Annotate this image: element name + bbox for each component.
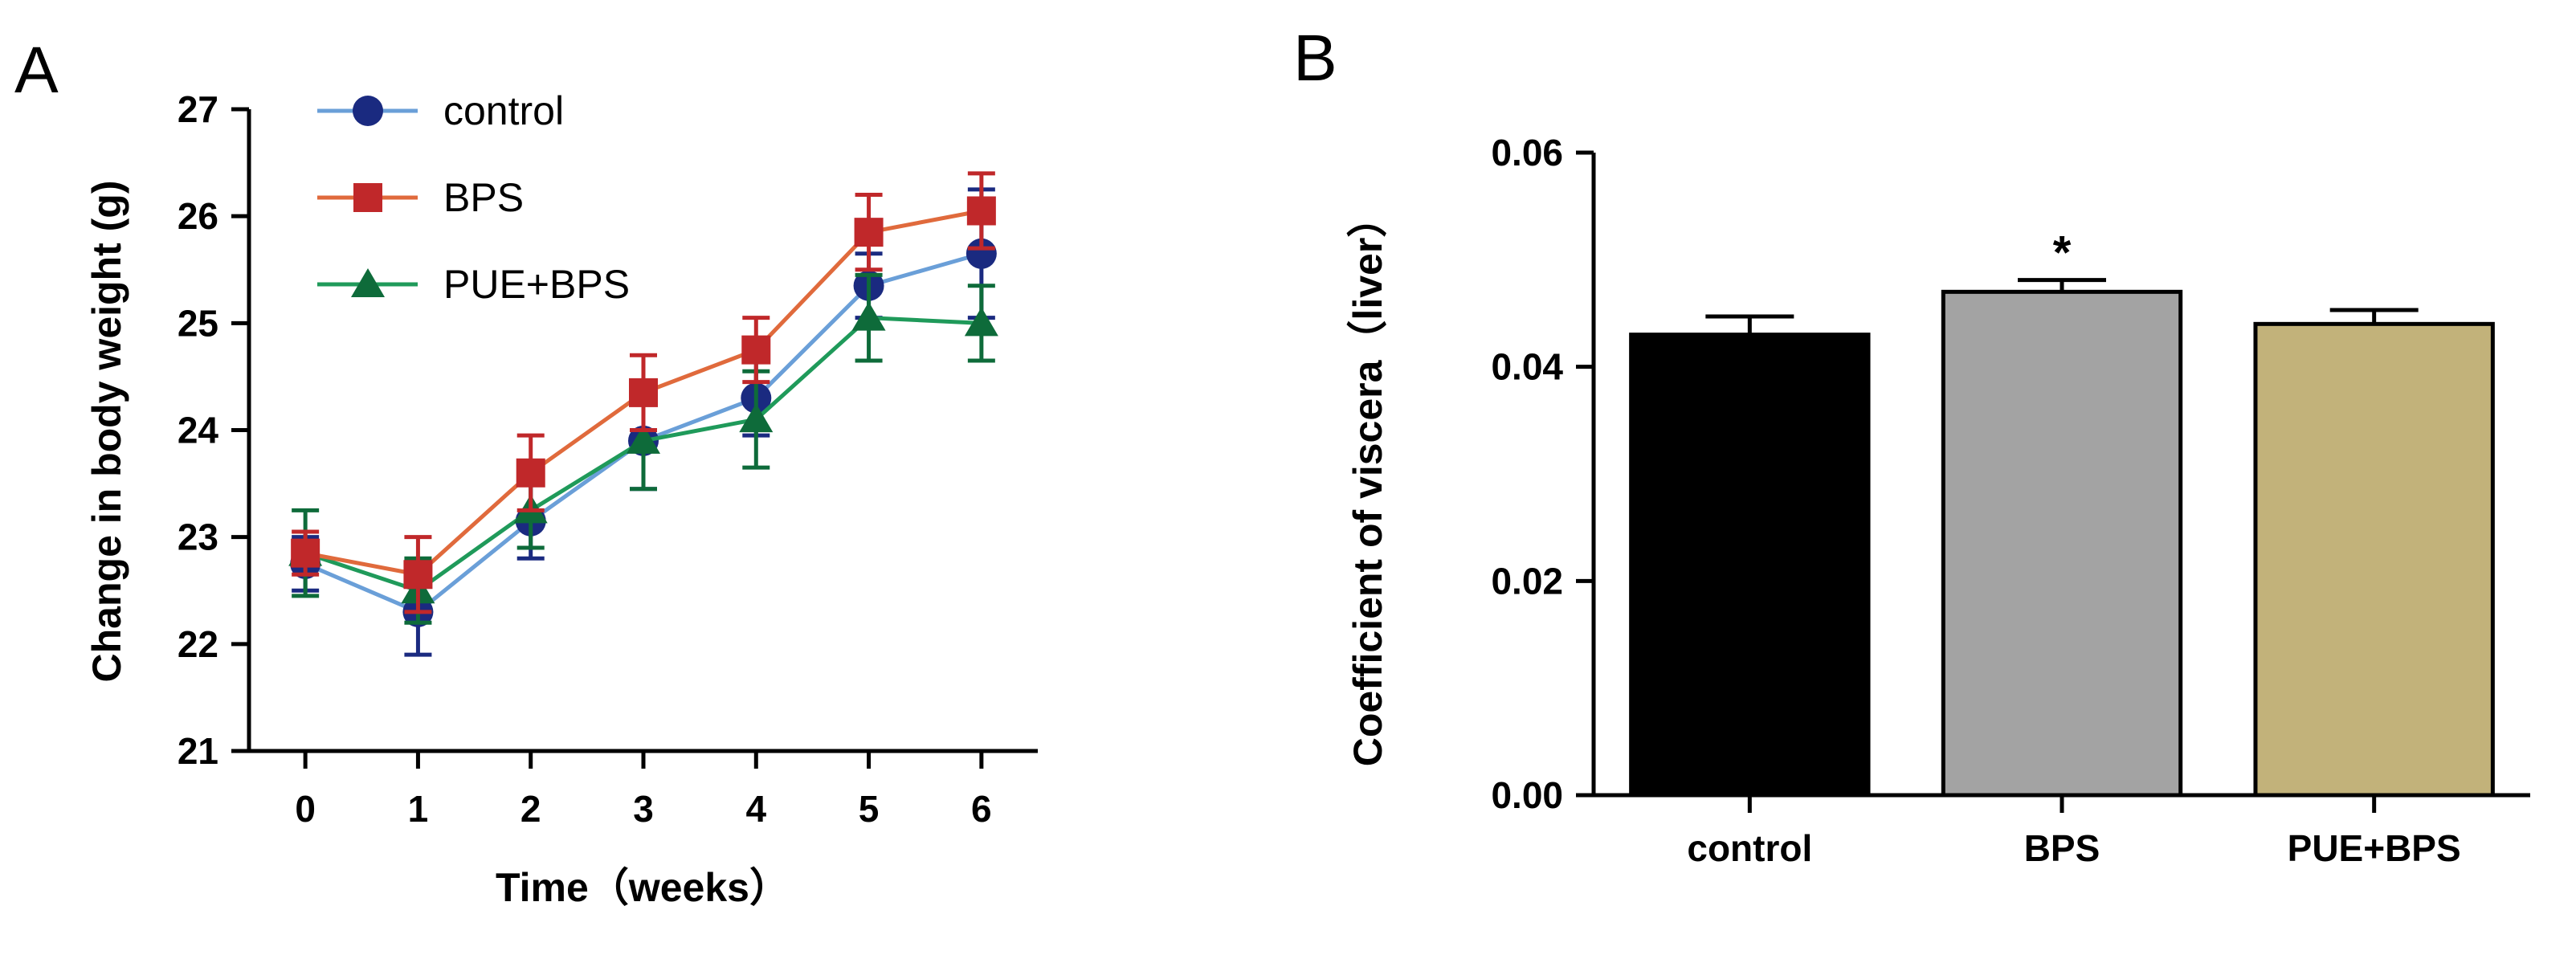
- x-tick-label: PUE+BPS: [2288, 827, 2461, 869]
- x-tick-label: 1: [408, 788, 429, 830]
- x-tick-label: 4: [745, 788, 766, 830]
- x-tick-label: control: [1687, 827, 1812, 869]
- data-point: [403, 560, 433, 590]
- y-tick-label: 27: [178, 88, 218, 130]
- data-point: [965, 238, 997, 269]
- legend-label: control: [443, 88, 564, 133]
- bar-group: PUE+BPS: [2253, 308, 2495, 869]
- series-bps: [291, 171, 996, 614]
- data-point: [741, 335, 771, 365]
- data-point: [851, 301, 886, 331]
- legend-marker: [351, 268, 385, 297]
- y-tick-label: 23: [178, 516, 218, 558]
- panel-b-ticks: 0.00 0.02 0.04 0.06: [1491, 132, 1594, 816]
- data-point: [964, 307, 998, 337]
- x-tick-label: 0: [295, 788, 316, 830]
- y-tick-label: 0.04: [1491, 346, 1563, 388]
- significance-marker: *: [2053, 227, 2072, 280]
- panel-a-label: A: [14, 34, 59, 107]
- legend-marker: [353, 96, 383, 126]
- x-tick-label: 3: [633, 788, 654, 830]
- panel-a-y-axis-title: Change in body weight (g): [84, 181, 129, 683]
- data-point: [854, 218, 884, 247]
- x-tick-label: 6: [971, 788, 992, 830]
- panel-b-bars: control BPS * PUE+BPS: [1629, 227, 2495, 869]
- legend-entry: PUE+BPS: [317, 262, 630, 307]
- data-point: [629, 378, 658, 407]
- legend-label: BPS: [443, 175, 524, 220]
- data-point: [516, 458, 545, 488]
- x-tick-label: 2: [521, 788, 541, 830]
- panel-b-label: B: [1293, 22, 1337, 95]
- data-point: [966, 196, 996, 226]
- bar-group: control: [1629, 314, 1871, 869]
- y-tick-label: 22: [178, 623, 218, 665]
- legend-entry: BPS: [317, 175, 524, 220]
- y-tick-label: 21: [178, 730, 218, 772]
- bar: [1629, 333, 1871, 798]
- panel-b: B 0.00 0.02 0.04 0.06 control BPS * PUE+BPS Co…: [1293, 22, 2530, 869]
- legend-label: PUE+BPS: [443, 262, 630, 307]
- data-point: [291, 538, 320, 568]
- y-tick-label: 24: [178, 410, 219, 451]
- bar-group: BPS *: [1941, 227, 2183, 869]
- x-tick-label: BPS: [2024, 827, 2100, 869]
- x-tick-label: 5: [859, 788, 880, 830]
- y-tick-label: 0.02: [1491, 560, 1563, 602]
- panel-a-series: [288, 171, 998, 657]
- y-tick-label: 25: [178, 302, 218, 344]
- bar: [2253, 321, 2495, 798]
- y-tick-label: 0.00: [1491, 774, 1563, 816]
- y-tick-label: 26: [178, 195, 218, 237]
- legend-marker: [353, 183, 382, 212]
- legend-entry: control: [317, 88, 564, 133]
- panel-a-x-axis-title: Time（weeks）: [496, 865, 790, 910]
- panel-a-legend: control BPS PUE+BPS: [317, 88, 630, 307]
- y-tick-label: 0.06: [1491, 132, 1563, 173]
- panel-b-y-axis-title: Coefficient of viscera（liver）: [1345, 198, 1390, 767]
- bar: [1941, 289, 2183, 798]
- data-point: [627, 424, 660, 454]
- data-point: [739, 403, 774, 433]
